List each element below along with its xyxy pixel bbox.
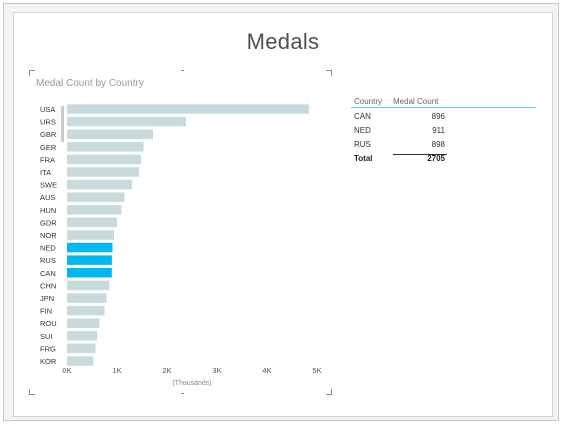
table-total-value: 2705 <box>427 154 445 163</box>
bar-gbr[interactable] <box>67 129 153 140</box>
chart-scrollbar[interactable] <box>61 106 64 142</box>
bar-ger[interactable] <box>67 142 144 152</box>
category-label[interactable]: KOR <box>40 357 57 366</box>
x-tick-label: 3K <box>212 366 221 375</box>
bar-hun[interactable] <box>67 205 122 215</box>
bar-nor[interactable] <box>67 230 114 240</box>
bar-rou[interactable] <box>67 318 100 328</box>
table-header-country[interactable]: Country <box>354 97 383 106</box>
bar-can[interactable] <box>67 268 112 278</box>
x-tick-label: 5K <box>312 366 321 375</box>
bar-kor[interactable] <box>67 356 94 366</box>
visual-resize-handle-bottom[interactable] <box>181 393 184 399</box>
category-label[interactable]: FRG <box>40 344 56 353</box>
table-cell-country: NED <box>354 126 371 135</box>
category-label[interactable]: URS <box>40 118 56 127</box>
table-row: RUS 898 <box>351 140 536 154</box>
bar-urs[interactable] <box>67 116 186 127</box>
bar-gdr[interactable] <box>67 217 117 228</box>
x-tick-label: 4K <box>262 366 271 375</box>
category-label[interactable]: JPN <box>40 294 54 303</box>
x-axis-label: (Thousands) <box>172 380 211 387</box>
category-label[interactable]: ITA <box>40 168 51 177</box>
x-tick-label: 2K <box>162 366 171 375</box>
page-title: Medals <box>246 29 320 54</box>
bar-fin[interactable] <box>67 305 105 316</box>
table-cell-count: 898 <box>431 140 445 149</box>
category-label[interactable]: SWE <box>40 181 57 190</box>
category-label[interactable]: NED <box>40 244 56 253</box>
visual-resize-handle-top[interactable] <box>181 70 184 76</box>
table-total-label: Total <box>354 154 373 163</box>
bar-ned[interactable] <box>67 242 113 253</box>
category-label[interactable]: GDR <box>40 218 57 227</box>
table-cell-count: 896 <box>431 112 445 121</box>
category-label[interactable]: HUN <box>40 206 56 215</box>
bar-chn[interactable] <box>67 280 110 291</box>
visual-corner-handle-top-left[interactable] <box>29 70 35 76</box>
visual-corner-handle-bottom-left[interactable] <box>29 389 35 395</box>
bar-jpn[interactable] <box>67 293 107 303</box>
table-cell-country: RUS <box>354 140 371 149</box>
visual-corner-handle-bottom-right[interactable] <box>326 389 332 395</box>
table-cell-count: 911 <box>432 126 445 135</box>
table-row: CAN 896 <box>351 112 536 126</box>
category-label[interactable]: NOR <box>40 231 57 240</box>
category-label[interactable]: GBR <box>40 130 57 139</box>
total-divider <box>393 154 447 155</box>
table-total-row: Total 2705 <box>351 154 536 168</box>
report-frame: Medals Medal Count by Country USA URS GBR G… <box>3 3 559 421</box>
x-tick-label: 1K <box>112 366 121 375</box>
table-visual[interactable]: Country Medal Count CAN 896 NED 911 RUS … <box>351 97 536 168</box>
bar-frg[interactable] <box>67 343 96 354</box>
chart-title: Medal Count by Country <box>36 78 144 89</box>
category-label[interactable]: CAN <box>40 269 56 278</box>
bar-ita[interactable] <box>67 167 139 177</box>
visual-corner-handle-top-right[interactable] <box>326 70 332 76</box>
table-cell-country: CAN <box>354 112 371 121</box>
category-label[interactable]: ROU <box>40 319 57 328</box>
bar-rus[interactable] <box>67 255 112 265</box>
table-header-row: Country Medal Count <box>351 97 536 108</box>
category-label[interactable]: GER <box>40 143 57 152</box>
category-label[interactable]: FIN <box>40 307 52 316</box>
category-label[interactable]: SUI <box>40 332 53 341</box>
report-canvas: Medals Medal Count by Country USA URS GBR G… <box>13 12 553 417</box>
bar-sui[interactable] <box>67 331 97 341</box>
category-label[interactable]: CHN <box>40 281 56 290</box>
category-label[interactable]: RUS <box>40 256 56 265</box>
table-row: NED 911 <box>351 126 536 140</box>
x-tick-label: 0K <box>62 366 71 375</box>
category-label[interactable]: FRA <box>40 155 55 164</box>
bar-aus[interactable] <box>67 192 125 202</box>
chart-plot: USA URS GBR GER FRA ITA SWE AUS HUN GDR NOR NED RUS C… <box>40 104 322 387</box>
bar-swe[interactable] <box>67 179 132 190</box>
bar-usa[interactable] <box>67 104 309 114</box>
category-label[interactable]: USA <box>40 105 55 114</box>
category-label[interactable]: AUS <box>40 193 55 202</box>
bar-fra[interactable] <box>67 154 141 165</box>
table-header-medal-count[interactable]: Medal Count <box>393 97 439 106</box>
